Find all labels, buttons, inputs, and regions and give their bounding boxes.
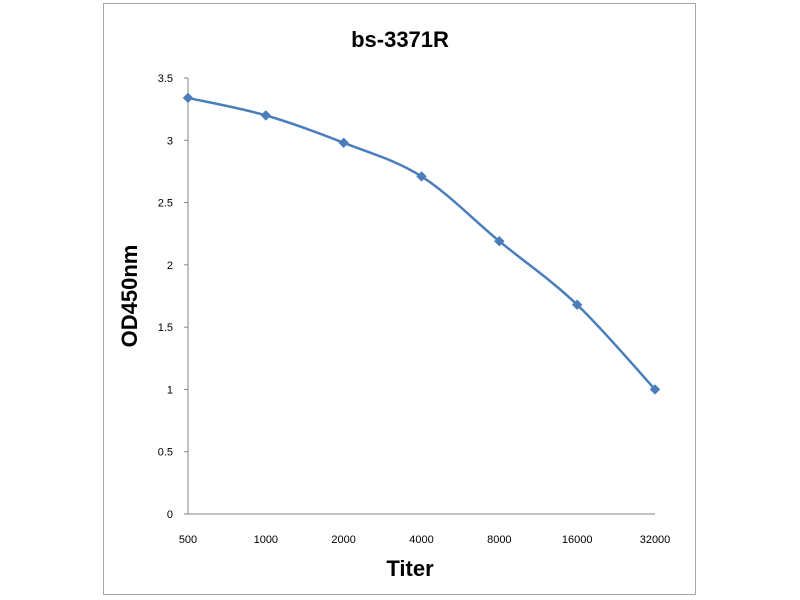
y-axis-title: OD450nm [117, 245, 142, 348]
data-point-marker [416, 171, 427, 182]
x-tick-label: 2000 [331, 534, 355, 546]
y-tick-label: 2 [167, 260, 173, 272]
data-point-marker [260, 110, 272, 121]
x-tick-label: 500 [179, 534, 197, 546]
data-point-marker [494, 235, 505, 247]
axes-layer [187, 78, 655, 515]
series-layer [182, 92, 661, 395]
x-tick-label: 4000 [409, 534, 433, 546]
data-point-marker [571, 299, 583, 310]
x-axis-title: Titer [386, 556, 434, 581]
y-tick-label: 0 [167, 509, 173, 521]
series-line [187, 96, 656, 391]
x-tick-label: 16000 [562, 534, 593, 546]
y-tick-label: 1.5 [158, 322, 173, 334]
y-tick-label: 3 [167, 135, 173, 147]
y-tick-label: 3.5 [158, 73, 173, 85]
data-point-marker [649, 384, 661, 395]
x-tick-label: 1000 [254, 534, 278, 546]
y-tick-label: 2.5 [158, 198, 173, 210]
x-tick-label: 8000 [487, 534, 511, 546]
chart-title: bs-3371R [351, 27, 449, 52]
data-point-marker [182, 92, 194, 104]
y-tick-label: 1 [167, 384, 173, 396]
ticks-layer: 0 0.5 1 1.5 2 2.5 3 3.5 500 1000 2000 4000 8000 16000… [158, 73, 671, 546]
x-tick-label: 32000 [640, 534, 671, 546]
y-tick-label: 0.5 [158, 447, 173, 459]
data-point-marker [338, 137, 349, 148]
